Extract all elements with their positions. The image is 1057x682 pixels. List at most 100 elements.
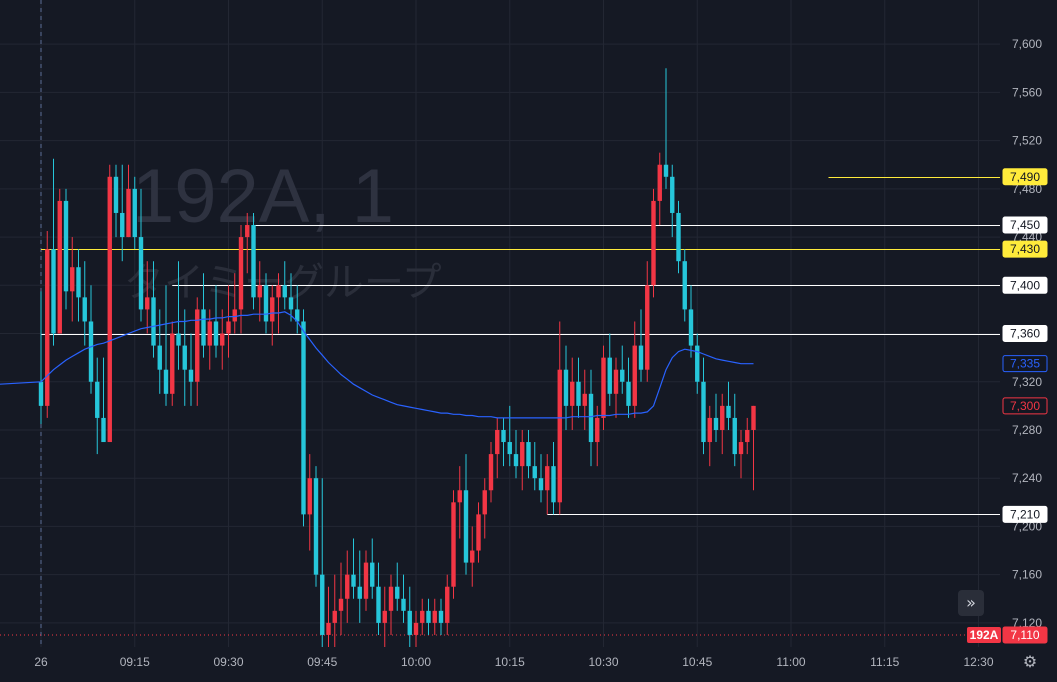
candle-body: [557, 369, 562, 503]
level-tag-box: [1002, 325, 1048, 343]
candle-body: [413, 622, 419, 635]
candle-body: [538, 478, 544, 491]
candle-body: [645, 285, 650, 370]
level-tag-label: 7,430: [1010, 242, 1040, 256]
candle-body: [551, 466, 556, 503]
chart-settings-button[interactable]: ⚙: [1019, 651, 1041, 673]
candle-body: [682, 261, 687, 310]
candle-body: [457, 490, 462, 503]
vwap-tag-box: [1002, 355, 1048, 373]
price-tick-label: 7,200: [1012, 519, 1042, 533]
price-tags: 7,490 7,450 7,430 7,400 7,360 7,210 7,335 7,300…: [967, 168, 1048, 644]
candle-body: [576, 381, 581, 406]
candle-body: [295, 309, 300, 322]
last-price-tag-box: [1002, 397, 1048, 415]
candle-body: [95, 381, 100, 418]
candle-body: [613, 369, 619, 394]
candle-body: [70, 267, 75, 292]
candle-body: [720, 405, 725, 430]
candle-body: [170, 333, 175, 394]
candle-body: [382, 610, 387, 623]
candle-body: [82, 297, 87, 322]
candle-body: [226, 321, 231, 334]
symbol-tag-box: [967, 626, 1001, 643]
candle-body: [176, 333, 181, 346]
candle-body: [76, 267, 81, 298]
candle-body: [532, 466, 537, 479]
level-tag-box: [1002, 216, 1048, 234]
level-tag-label: 7,360: [1010, 327, 1040, 341]
candle-body: [326, 622, 331, 635]
time-tick-label: 10:45: [682, 655, 712, 669]
candle-body: [476, 514, 481, 551]
candle-body: [707, 417, 712, 443]
level-tag-label: 7,400: [1010, 278, 1040, 292]
candle-body: [238, 237, 244, 310]
candle-body: [263, 285, 269, 322]
candle-body: [438, 610, 444, 623]
candle-body: [751, 405, 756, 430]
gear-icon: ⚙: [1022, 652, 1038, 671]
candle-body: [376, 586, 381, 623]
candle-body: [251, 225, 256, 298]
time-tick-label: 26: [34, 655, 48, 669]
candle-body: [182, 345, 187, 370]
scroll-to-realtime-button[interactable]: »: [958, 590, 984, 616]
candle-body: [132, 188, 137, 238]
candle-body: [201, 309, 206, 346]
time-axis[interactable]: 26 09:15 09:30 09:45 10:00 10:15 10:30 10:45 11:…: [0, 647, 1057, 677]
price-tick-label: 7,600: [1012, 37, 1042, 51]
candle-body: [188, 369, 194, 382]
candle-body: [101, 417, 106, 443]
watermark-symbol: 192A, 1: [132, 154, 394, 239]
candle-body: [38, 381, 44, 406]
candle-body: [288, 297, 294, 310]
vwap-tag-label: 7,335: [1010, 357, 1040, 371]
candle-body: [563, 369, 569, 406]
candle-body: [370, 562, 375, 587]
candle-body: [738, 442, 744, 455]
candle-body: [426, 610, 431, 623]
time-tick-label: 09:15: [120, 655, 150, 669]
candle-body: [245, 225, 250, 238]
candle-body: [126, 188, 131, 238]
price-tick-label: 7,560: [1012, 85, 1042, 99]
price-tick-label: 7,240: [1012, 471, 1042, 485]
time-axis-background: [0, 647, 1057, 677]
candle-body: [357, 586, 362, 599]
candle-body: [695, 345, 700, 382]
candle-body: [276, 285, 281, 298]
candle-body: [388, 586, 394, 611]
level-tag-label: 7,450: [1010, 218, 1040, 232]
candle-body: [401, 598, 406, 611]
candle-body: [195, 309, 200, 382]
candle-body: [232, 309, 237, 322]
candle-body: [588, 393, 594, 443]
candle-body: [270, 297, 275, 322]
price-tick-label: 7,320: [1012, 375, 1042, 389]
candle-body: [157, 345, 162, 370]
horizontal-lines[interactable]: [0, 177, 1000, 636]
candle-body: [51, 249, 56, 334]
vwap-series: [0, 311, 754, 419]
price-tick-label: 7,520: [1012, 134, 1042, 148]
candle-body: [320, 574, 325, 635]
candle-body: [463, 490, 469, 563]
level-tag-box: [1002, 276, 1048, 294]
candle-body: [107, 176, 112, 443]
candles: [38, 68, 756, 647]
candle-body: [420, 610, 425, 623]
candle-body: [651, 200, 656, 286]
time-tick-label: 12:30: [963, 655, 993, 669]
time-tick-label: 09:30: [213, 655, 243, 669]
candle-body: [507, 442, 512, 455]
current-price-tag-box: [1002, 626, 1048, 644]
candle-body: [726, 405, 731, 418]
candle-body: [363, 562, 369, 599]
candle-body: [513, 454, 519, 467]
candle-body: [145, 297, 150, 310]
candle-body: [657, 164, 662, 201]
candle-body: [282, 285, 287, 298]
